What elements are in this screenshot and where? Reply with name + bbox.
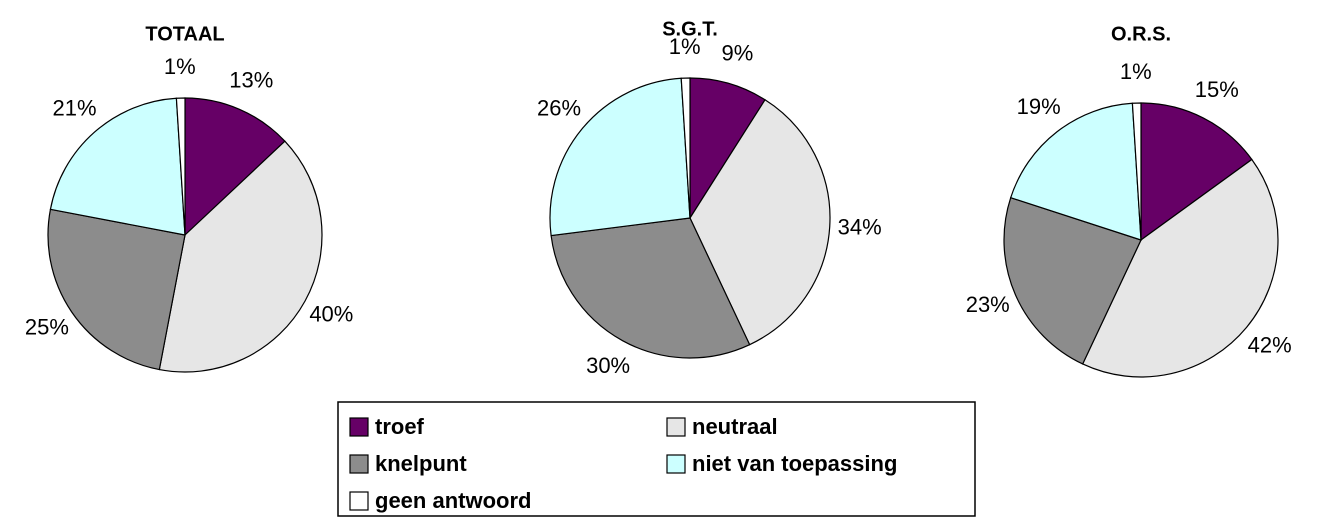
legend-label: neutraal — [692, 414, 778, 439]
pie-slice — [1140, 102, 1253, 242]
pie-slice — [689, 98, 831, 346]
pie-slice — [175, 97, 186, 236]
pie-slice — [49, 97, 186, 236]
pie-slice — [1131, 102, 1142, 241]
pie-slice — [689, 77, 766, 221]
legend-swatch — [349, 454, 369, 474]
pie-slice — [680, 77, 691, 219]
legend-label: geen antwoord — [375, 488, 531, 513]
pie-slice — [184, 97, 286, 237]
pie-slice — [158, 140, 323, 373]
data-label: 21% — [53, 96, 97, 121]
chart-title: TOTAAL — [145, 23, 224, 45]
data-label: 25% — [25, 315, 69, 340]
data-label: 1% — [164, 54, 196, 79]
legend-label: troef — [375, 414, 425, 439]
data-label: 15% — [1195, 77, 1239, 102]
chart-title: S.G.T. — [662, 18, 718, 40]
pie-slice — [550, 217, 751, 359]
legend-swatch — [666, 417, 686, 437]
pie-slice — [1009, 102, 1142, 241]
legend-swatch — [666, 454, 686, 474]
pie-slice — [47, 208, 186, 371]
chart-title: O.R.S. — [1111, 23, 1171, 45]
legend-swatch — [349, 417, 369, 437]
data-label: 42% — [1248, 332, 1292, 357]
data-label: 1% — [1120, 59, 1152, 84]
data-label: 1% — [669, 34, 701, 59]
data-label: 34% — [838, 214, 882, 239]
legend-label: knelpunt — [375, 451, 467, 476]
pie-slice — [1003, 196, 1142, 365]
legend-swatch — [349, 491, 369, 511]
pie-slice — [549, 77, 691, 237]
data-label: 30% — [586, 353, 630, 378]
data-label: 13% — [229, 68, 273, 93]
legend-label: niet van toepassing — [692, 451, 897, 476]
data-label: 26% — [537, 95, 581, 120]
data-label: 9% — [722, 41, 754, 66]
data-label: 40% — [309, 301, 353, 326]
data-label: 19% — [1017, 94, 1061, 119]
pie-slice — [1081, 158, 1279, 378]
data-label: 23% — [966, 292, 1010, 317]
legend-box — [337, 401, 976, 517]
